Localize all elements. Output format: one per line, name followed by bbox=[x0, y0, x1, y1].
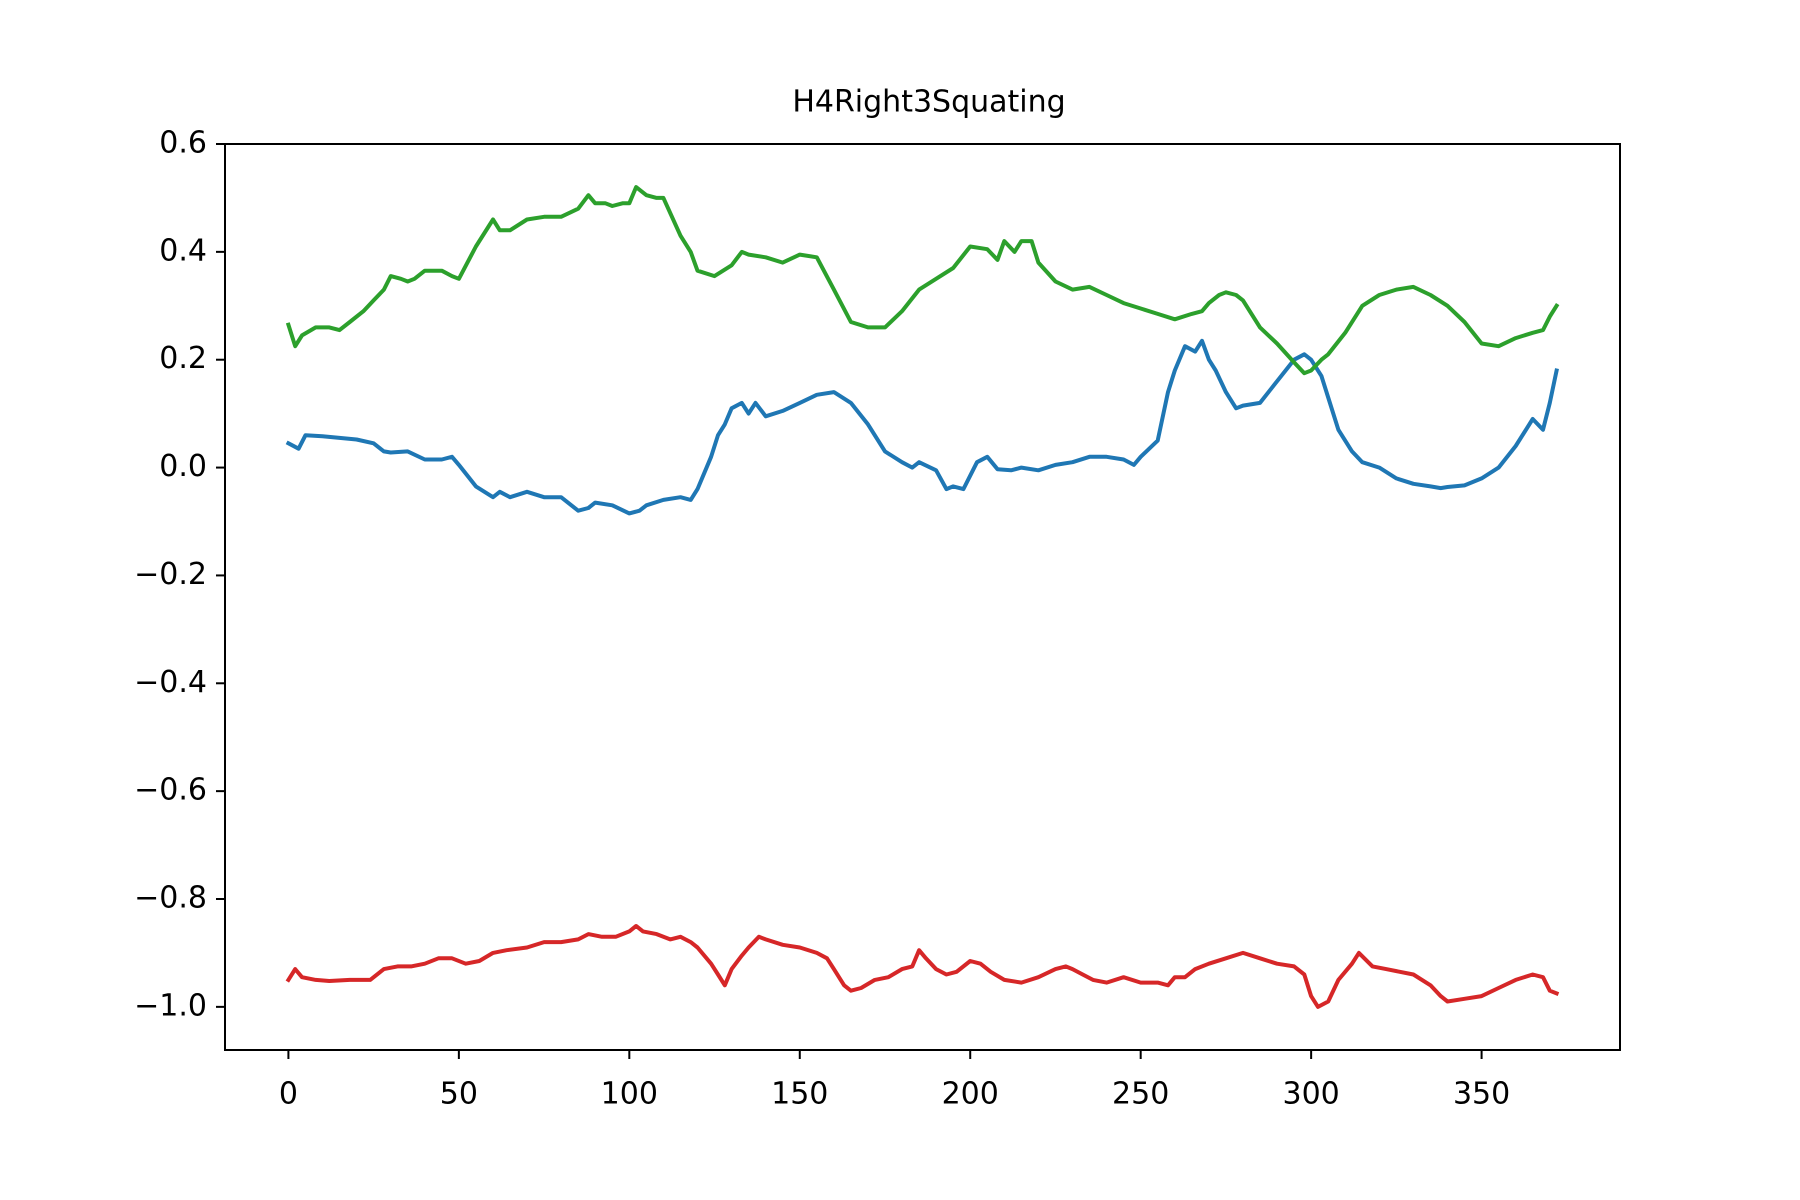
x-tick-label: 0 bbox=[279, 1077, 298, 1112]
x-tick-label: 350 bbox=[1453, 1077, 1510, 1112]
y-tick-label: −0.4 bbox=[134, 665, 207, 700]
y-tick-label: 0.6 bbox=[159, 126, 207, 161]
y-axis: −1.0 −0.8 −0.6 −0.4 −0.2 0.0 0.2 0.4 0.6 bbox=[134, 126, 225, 1023]
x-tick-label: 300 bbox=[1283, 1077, 1340, 1112]
series-line-2 bbox=[285, 185, 1560, 376]
x-tick-label: 100 bbox=[601, 1077, 658, 1112]
x-axis: 0 50 100 150 200 250 300 350 bbox=[279, 1050, 1510, 1112]
series-layer bbox=[285, 185, 1560, 1009]
y-tick-label: −0.2 bbox=[134, 557, 207, 592]
y-tick-label: 0.4 bbox=[159, 233, 207, 268]
y-tick-label: −0.6 bbox=[134, 773, 207, 808]
x-tick-label: 150 bbox=[771, 1077, 828, 1112]
y-tick-label: 0.2 bbox=[159, 341, 207, 376]
y-tick-label: −0.8 bbox=[134, 881, 207, 916]
x-tick-label: 200 bbox=[942, 1077, 999, 1112]
chart-title: H4Right3Squating bbox=[792, 85, 1065, 120]
x-tick-label: 50 bbox=[440, 1077, 478, 1112]
x-tick-label: 250 bbox=[1112, 1077, 1169, 1112]
series-line-3 bbox=[285, 924, 1560, 1009]
y-tick-label: 0.0 bbox=[159, 449, 207, 484]
plot-area-frame bbox=[224, 143, 1621, 1051]
y-tick-label: −1.0 bbox=[134, 988, 207, 1023]
series-line-1 bbox=[285, 338, 1559, 516]
